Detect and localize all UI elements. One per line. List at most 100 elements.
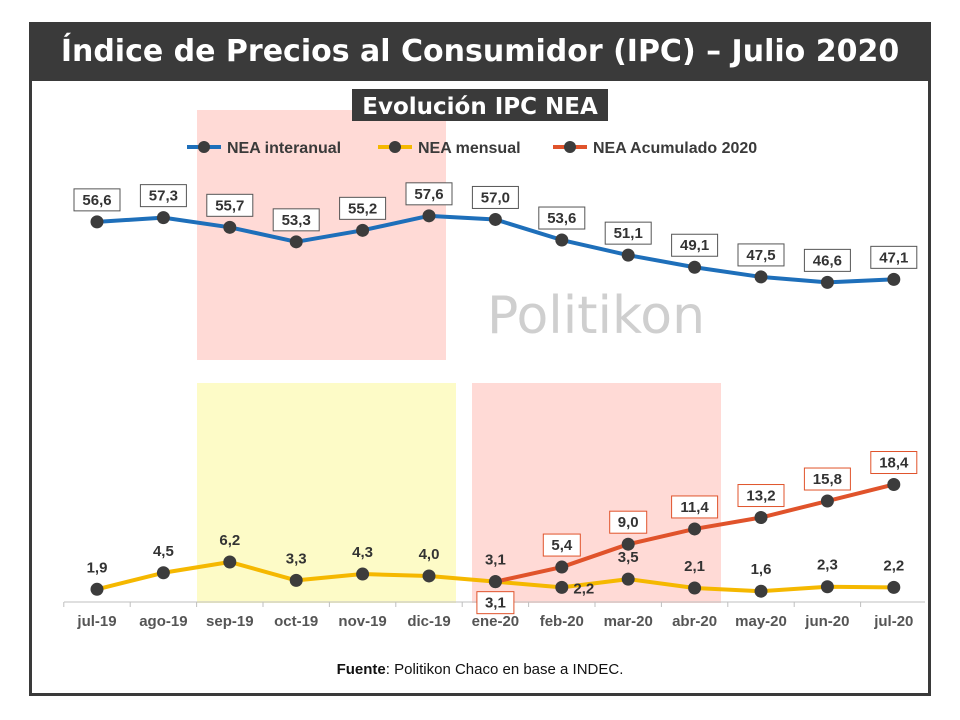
data-point bbox=[488, 575, 502, 589]
legend-label: NEA Acumulado 2020 bbox=[593, 140, 757, 157]
data-label-box bbox=[609, 510, 648, 534]
legend-marker bbox=[564, 141, 576, 153]
data-point bbox=[90, 582, 104, 596]
data-point bbox=[422, 569, 436, 583]
x-tick-label: nov-19 bbox=[338, 613, 386, 630]
data-label: 47,1 bbox=[879, 249, 908, 266]
data-point bbox=[621, 248, 635, 262]
data-point bbox=[488, 212, 502, 226]
legend-item: NEA mensual bbox=[378, 140, 521, 157]
data-point bbox=[688, 522, 702, 536]
chart-title-bg bbox=[352, 89, 608, 121]
legend-item: NEA Acumulado 2020 bbox=[553, 140, 757, 157]
data-point bbox=[289, 573, 303, 587]
data-point bbox=[356, 567, 370, 581]
data-label: 2,1 bbox=[684, 558, 705, 575]
data-label: 57,6 bbox=[414, 186, 443, 203]
x-tick-label: sep-19 bbox=[206, 613, 254, 630]
data-label-box bbox=[476, 591, 515, 615]
x-tick-label: ene-20 bbox=[472, 613, 520, 630]
data-label: 4,5 bbox=[153, 543, 174, 560]
legend-label: NEA interanual bbox=[227, 140, 341, 157]
data-label: 2,3 bbox=[817, 557, 838, 574]
data-label-box bbox=[671, 233, 719, 257]
legend-label: NEA mensual bbox=[418, 140, 521, 157]
x-tick-label: abr-20 bbox=[672, 613, 717, 630]
data-label-box bbox=[206, 193, 254, 217]
data-label-box bbox=[803, 248, 851, 272]
data-label: 53,6 bbox=[547, 210, 576, 227]
data-point bbox=[820, 580, 834, 594]
data-label: 57,3 bbox=[149, 188, 178, 205]
data-label: 55,2 bbox=[348, 200, 377, 217]
data-point bbox=[754, 270, 768, 284]
data-label: 4,0 bbox=[419, 546, 440, 563]
data-label-box bbox=[803, 467, 851, 491]
x-tick-label: jun-20 bbox=[804, 613, 849, 630]
chart-title: Evolución IPC NEA bbox=[362, 94, 598, 120]
data-point bbox=[289, 235, 303, 249]
highlight-band bbox=[197, 383, 456, 603]
x-tick-label: mar-20 bbox=[604, 613, 653, 630]
data-label-box bbox=[542, 533, 581, 557]
x-tick-label: oct-19 bbox=[274, 613, 318, 630]
data-label: 46,6 bbox=[813, 252, 842, 269]
data-point bbox=[223, 555, 237, 569]
data-label: 13,2 bbox=[746, 488, 775, 505]
data-label-box bbox=[737, 484, 785, 508]
data-label-box bbox=[538, 206, 586, 230]
data-point bbox=[887, 580, 901, 594]
data-label: 6,2 bbox=[219, 532, 240, 549]
data-label-box bbox=[73, 188, 121, 212]
data-label: 1,9 bbox=[87, 559, 108, 576]
data-label: 53,3 bbox=[282, 212, 311, 229]
data-label: 51,1 bbox=[614, 225, 643, 242]
x-tick-label: feb-20 bbox=[540, 613, 584, 630]
source-text: : Politikon Chaco en base a INDEC. bbox=[385, 661, 624, 678]
data-label: 2,2 bbox=[883, 557, 904, 574]
data-point bbox=[156, 211, 170, 225]
data-point bbox=[156, 566, 170, 580]
source-note: Fuente: Politikon Chaco en base a INDEC. bbox=[0, 661, 960, 678]
data-label: 57,0 bbox=[481, 189, 510, 206]
data-label: 3,1 bbox=[485, 595, 506, 612]
data-label-box bbox=[339, 196, 387, 220]
watermark: Politikon bbox=[487, 286, 705, 346]
data-label: 15,8 bbox=[813, 471, 842, 488]
data-label: 3,1 bbox=[485, 552, 506, 569]
data-point bbox=[688, 581, 702, 595]
x-tick-label: jul-20 bbox=[873, 613, 913, 630]
source-label: Fuente bbox=[336, 661, 386, 678]
highlight-band bbox=[472, 383, 721, 603]
data-label: 47,5 bbox=[746, 247, 775, 264]
data-point bbox=[422, 209, 436, 223]
data-point bbox=[820, 494, 834, 508]
legend-item: NEA interanual bbox=[187, 140, 341, 157]
data-label-box bbox=[405, 182, 453, 206]
data-label-box bbox=[870, 451, 918, 475]
data-point bbox=[887, 478, 901, 492]
data-label: 11,4 bbox=[680, 499, 709, 516]
data-point bbox=[555, 580, 569, 594]
data-label: 9,0 bbox=[618, 514, 639, 531]
page-title: Índice de Precios al Consumidor (IPC) – … bbox=[32, 25, 928, 81]
data-point bbox=[555, 560, 569, 574]
x-tick-label: may-20 bbox=[735, 613, 787, 630]
data-point bbox=[90, 215, 104, 229]
data-point bbox=[555, 233, 569, 247]
data-point bbox=[820, 275, 834, 289]
data-label: 2,2 bbox=[573, 580, 594, 597]
x-tick-label: dic-19 bbox=[407, 613, 450, 630]
data-label-box bbox=[671, 495, 719, 519]
data-point bbox=[887, 272, 901, 286]
data-label-box bbox=[471, 185, 519, 209]
data-label: 3,3 bbox=[286, 550, 307, 567]
legend-marker bbox=[389, 141, 401, 153]
data-label-box bbox=[604, 221, 652, 245]
data-label: 55,7 bbox=[215, 197, 244, 214]
data-point bbox=[754, 511, 768, 525]
data-label: 4,3 bbox=[352, 544, 373, 561]
data-label: 5,4 bbox=[551, 537, 573, 554]
data-point bbox=[754, 584, 768, 598]
